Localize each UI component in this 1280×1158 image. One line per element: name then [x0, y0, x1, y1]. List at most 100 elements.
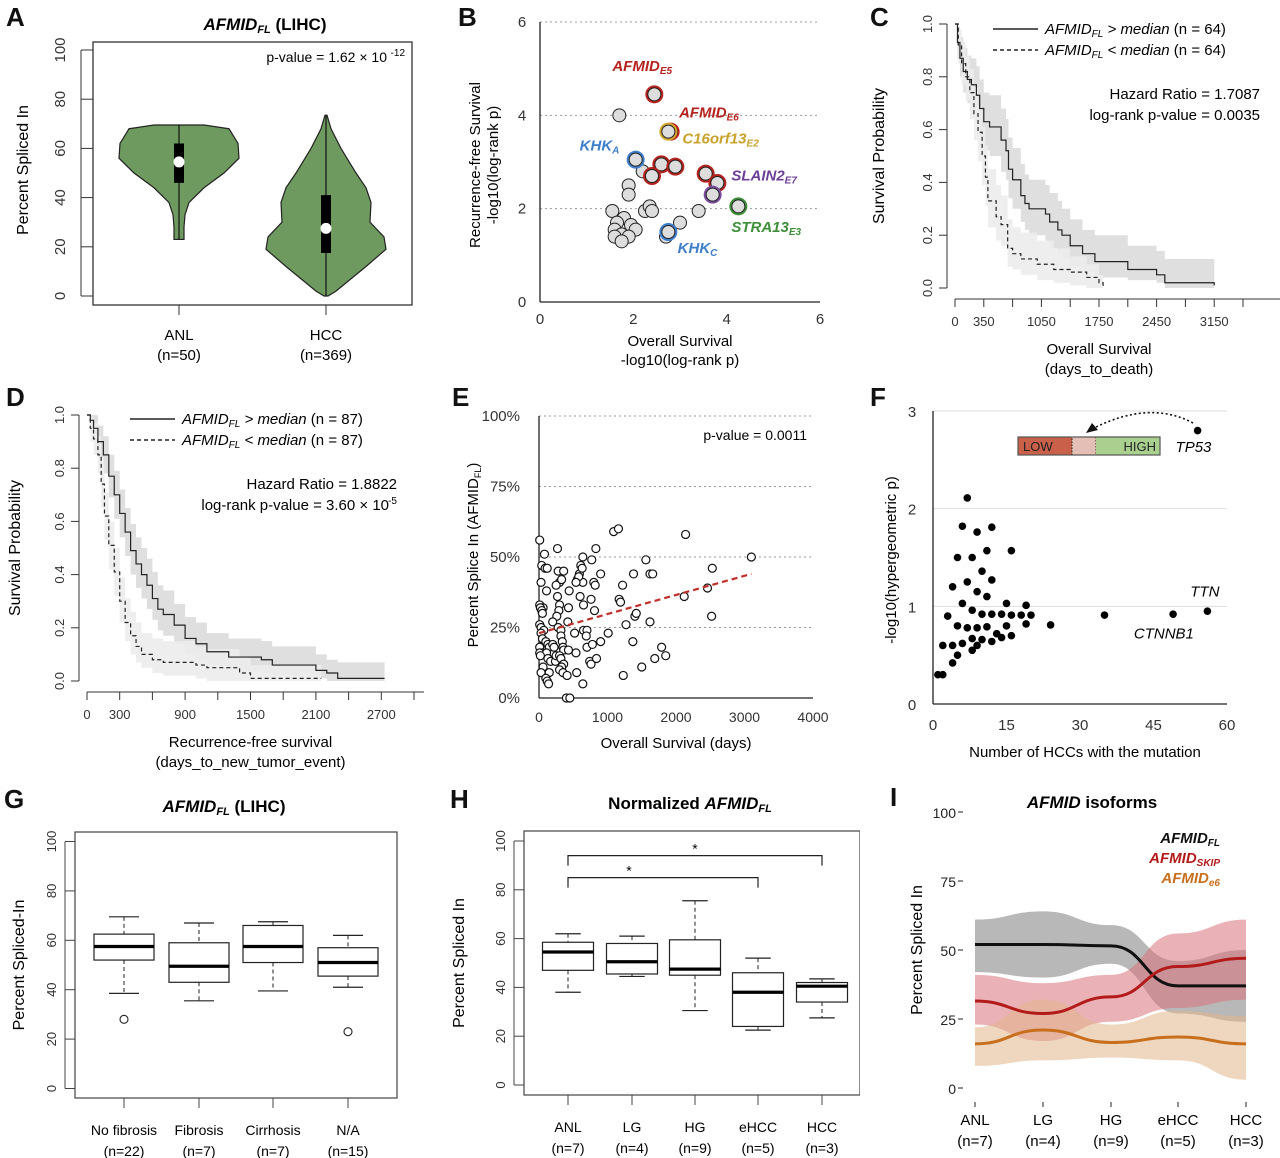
x-tick-label: HG	[1100, 1112, 1123, 1129]
data-point	[587, 555, 597, 565]
y-tick-label: 0	[518, 294, 526, 311]
gene-name: KHK	[580, 137, 614, 154]
confidence-band-high	[87, 415, 385, 681]
data-point	[983, 623, 991, 631]
data-point	[587, 639, 598, 650]
data-point	[673, 215, 687, 230]
data-point	[963, 624, 972, 632]
gene-subscript: E3	[789, 227, 802, 238]
y-tick-label: 100	[52, 37, 69, 62]
inset-high-label: HIGH	[1124, 439, 1157, 454]
y-tick-label: 6	[518, 14, 526, 31]
data-point	[641, 555, 651, 565]
data-point	[953, 622, 962, 630]
gene-label: STRA13E3	[731, 219, 801, 238]
legend-entry: AFMIDFL > median (n = 64)	[1044, 21, 1226, 40]
x-tick-n: (n=7)	[256, 1143, 289, 1158]
panel-g-box-chart: 0 20 40 60 80 100 Percent Spliced-In No fibrosi…	[11, 797, 398, 1158]
y-tick-label: 0%	[498, 690, 520, 707]
x-tick-label: 0	[83, 707, 90, 722]
x-tick-label: N/A	[336, 1122, 360, 1138]
data-point	[943, 612, 952, 620]
data-point	[571, 577, 581, 587]
survival-curve-high	[955, 23, 1215, 286]
x-tick-n: (n=9)	[678, 1140, 711, 1156]
x-tick-label: LG	[623, 1119, 642, 1135]
data-point	[973, 587, 981, 596]
gene-label: KHKC	[678, 240, 719, 259]
legend-count: (n = 87)	[307, 411, 363, 428]
data-point	[537, 608, 548, 618]
data-point	[948, 583, 957, 591]
data-point	[612, 108, 627, 123]
y-tick-label: 1.0	[920, 15, 935, 33]
data-point	[988, 610, 996, 618]
data-point	[596, 637, 606, 647]
legend-gene: AFMID	[1044, 21, 1092, 38]
y-tick-label: 80	[52, 91, 69, 108]
data-point	[648, 569, 658, 579]
y-axis-label: Percent Spliced In	[15, 105, 32, 235]
legend-relation: > median	[240, 411, 306, 428]
title-gene: AFMID	[704, 794, 759, 813]
y-tick-label: 60	[52, 140, 69, 157]
x-tick-label: HCC	[310, 327, 343, 344]
panel-label-h: H	[450, 784, 469, 814]
y-tick-label: 0	[44, 1085, 59, 1092]
title-prefix: Normalized	[608, 794, 704, 813]
y-tick-label: 0	[948, 1081, 956, 1097]
data-point	[621, 187, 636, 202]
gene-name: AFMID	[611, 58, 660, 75]
legend-entry: AFMIDFL	[1159, 830, 1220, 849]
y-label-end: )	[465, 463, 482, 468]
panel-h-box-chart: 0 20 40 60 80 100 Percent Spliced In ANL (n=7) LG…	[451, 794, 860, 1156]
plot-frame	[92, 41, 413, 306]
gene-subscript: C	[710, 248, 718, 259]
y-axis-label: Recurrence-free Survival	[467, 82, 484, 248]
log-rank-p-value: log-rank p-value = 0.0035	[1089, 107, 1260, 124]
y-tick-label: 0.2	[920, 226, 935, 244]
x-tick-label: 2000	[660, 709, 691, 725]
x-tick-n: (n=15)	[328, 1143, 369, 1158]
significance-bracket	[567, 877, 759, 888]
data-point	[590, 580, 600, 590]
p-value-annotation: p-value = 0.0011	[703, 427, 807, 443]
gene-label: KHKA	[580, 137, 620, 156]
y-axis-label: Survival Probability	[871, 88, 888, 224]
series-line-fl	[974, 942, 1246, 988]
x-tick-n: (n=50)	[157, 347, 201, 364]
legend-subscript: SKIP	[1197, 858, 1221, 869]
data-point	[968, 646, 976, 655]
panel-label-d: D	[6, 382, 25, 412]
confidence-band-high	[955, 24, 1215, 288]
x-tick-n: (n=4)	[615, 1140, 648, 1156]
y-tick-label: 0.0	[52, 672, 67, 690]
y-tick-label: 40	[44, 982, 59, 996]
data-point	[577, 563, 587, 573]
data-point	[939, 641, 947, 650]
p-value-exponent: -5	[388, 496, 397, 507]
x-tick-label: No fibrosis	[91, 1122, 157, 1138]
data-point	[934, 670, 942, 679]
data-point	[968, 634, 976, 643]
x-tick-label: 1750	[1085, 314, 1114, 329]
y-tick-label: 75%	[490, 479, 520, 496]
data-point	[731, 199, 746, 214]
data-point	[1022, 620, 1030, 628]
data-point	[997, 633, 1006, 642]
x-tick-label: 3000	[729, 709, 760, 725]
data-point	[680, 529, 691, 540]
legend-subscript: FL	[229, 440, 241, 451]
data-point	[586, 659, 596, 669]
gene-subscript: A	[611, 145, 619, 156]
data-point	[543, 679, 554, 689]
y-tick-label: 0	[493, 1081, 508, 1088]
chart-title: Normalized AFMIDFL	[608, 794, 772, 815]
y-tick-label: 2	[518, 201, 526, 218]
data-point	[1002, 622, 1011, 630]
x-tick-label: 2450	[1142, 314, 1171, 329]
data-point	[948, 641, 957, 650]
x-axis-label-2: (days_to_death)	[1045, 361, 1153, 378]
data-point	[746, 552, 756, 562]
legend-relation: > median	[1103, 21, 1169, 38]
